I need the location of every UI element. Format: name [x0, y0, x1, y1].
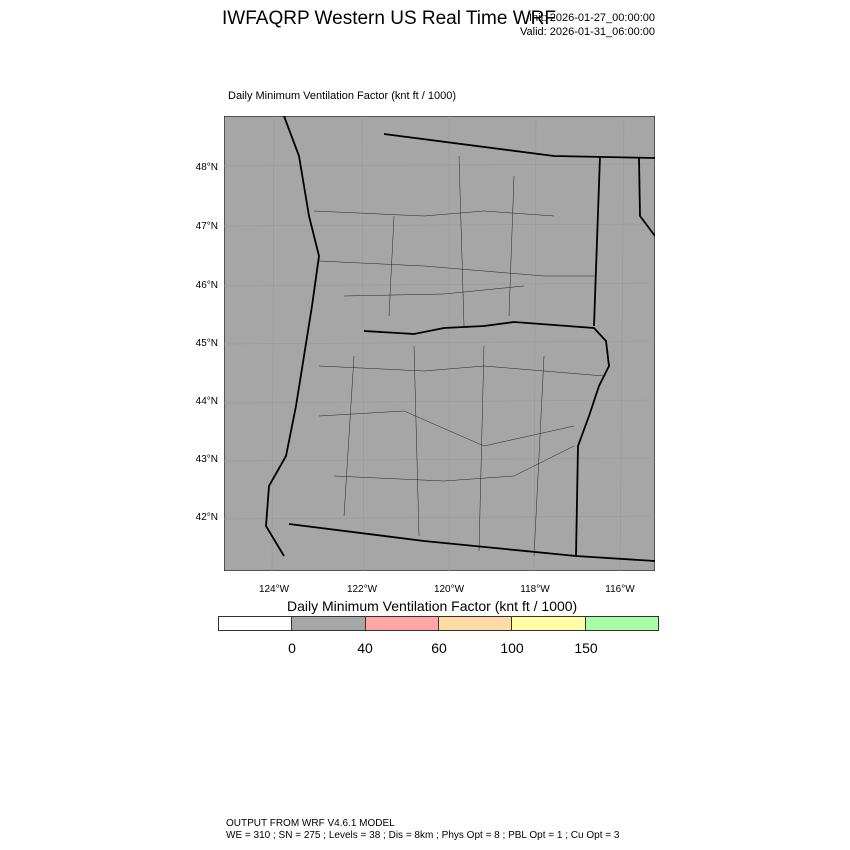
colorbar-swatch	[585, 617, 658, 630]
valid-time: Valid: 2026-01-31_06:00:00	[520, 26, 655, 38]
plot-subtitle: Daily Minimum Ventilation Factor (knt ft…	[228, 90, 457, 102]
colorbar-swatch	[292, 617, 366, 630]
colorbar-label: 150	[574, 640, 598, 656]
lat-label: 42°N	[195, 512, 218, 523]
colorbar-title: Daily Minimum Ventilation Factor (knt ft…	[287, 598, 578, 614]
colorbar-swatch	[512, 617, 586, 630]
lat-label: 43°N	[195, 454, 218, 465]
lat-label: 44°N	[195, 396, 218, 407]
lat-label: 48°N	[195, 162, 218, 173]
lat-label: 46°N	[195, 280, 218, 291]
colorbar-label: 40	[357, 640, 373, 656]
lat-label: 47°N	[195, 221, 218, 232]
colorbar-swatch	[219, 617, 293, 630]
footer-model: OUTPUT FROM WRF V4.6.1 MODEL	[226, 818, 395, 829]
state-borders	[265, 116, 655, 562]
colorbar-swatch	[365, 617, 439, 630]
plot-title: IWFAQRP Western US Real Time WRF	[222, 8, 556, 29]
colorbar-label: 100	[500, 640, 524, 656]
lat-label: 45°N	[195, 338, 218, 349]
colorbar	[218, 616, 659, 631]
county-borders	[313, 155, 605, 557]
colorbar-swatch	[438, 617, 513, 630]
footer-config: WE = 310 ; SN = 275 ; Levels = 38 ; Dis …	[226, 830, 620, 841]
graticule	[224, 116, 655, 571]
map-panel	[224, 116, 655, 571]
colorbar-label: 60	[431, 640, 447, 656]
init-time: Init: 2026-01-27_00:00:00	[529, 12, 655, 24]
lon-label: 124°W	[258, 584, 290, 595]
lon-label: 116°W	[605, 584, 635, 595]
lon-label: 122°W	[346, 584, 378, 595]
lon-label: 118°W	[520, 584, 550, 595]
colorbar-label: 0	[288, 640, 296, 656]
lon-label: 120°W	[433, 584, 465, 595]
